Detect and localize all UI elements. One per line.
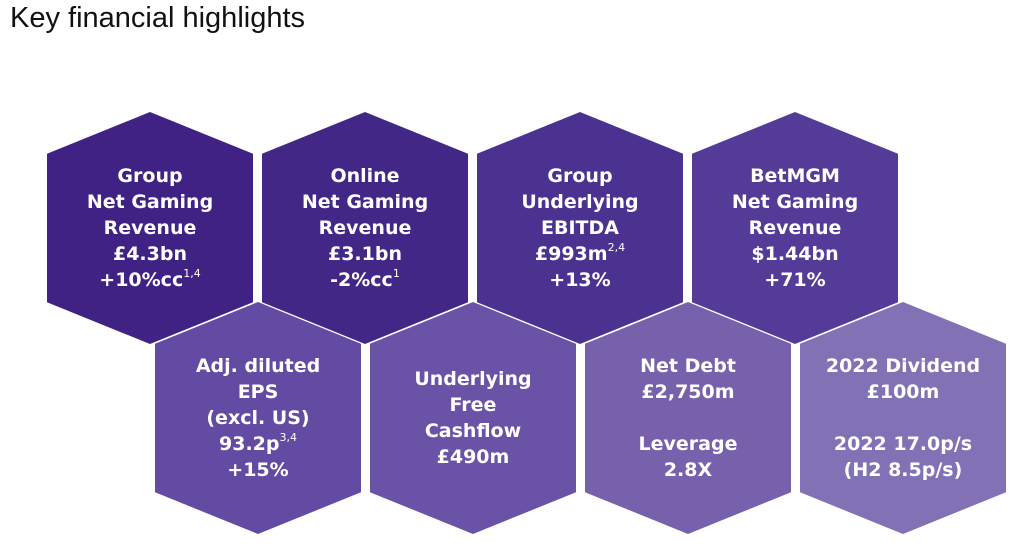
hex-betmgm-ngr: BetMGM Net Gaming Revenue $1.44bn +71% [692,112,898,344]
footnote: 1,4 [183,267,201,280]
hex-text: Revenue [103,217,197,239]
hex-change: +15% [227,459,289,481]
hex-text: Online [330,165,400,187]
hex-change: +10%cc1,4 [87,267,213,293]
hex-text: Net Gaming [301,191,429,213]
hex-text: Group [547,165,613,187]
hex-text: Group [117,165,183,187]
hex-value: £4.3bn [112,243,187,265]
footnote: 2,4 [607,241,626,254]
hex-group-ngr: Group Net Gaming Revenue £4.3bn +10%cc1,… [47,112,253,344]
hex-dividend: 2022 Dividend £100m 2022 17.0p/s (H2 8.5… [800,302,1006,534]
hex-text: BetMGM [750,165,840,187]
hex-change: +13% [549,269,611,291]
hex-text: (H2 8.5p/s) [843,459,963,481]
hex-text: Leverage [638,433,738,455]
hex-text: Net Gaming [86,191,214,213]
value-text: 93.2p [219,433,280,455]
hex-value: £100m [866,381,940,403]
hex-text: Free [449,394,497,416]
hex-value: $1.44bn [751,243,839,265]
hex-text: Adj. diluted [195,355,321,377]
footnote: 1 [392,267,400,280]
value-text: £993m [534,243,608,265]
change-text: -2%cc [330,269,393,291]
change-text: +10%cc [99,269,184,291]
hex-text: 2022 17.0p/s [833,433,973,455]
hex-value: £993m2,4 [521,241,638,267]
hex-online-ngr: Online Net Gaming Revenue £3.1bn -2%cc1 [262,112,468,344]
hex-free-cashflow: Underlying Free Cashflow £490m [370,302,576,534]
hex-text: Cashflow [424,420,522,442]
hex-text: EPS [237,381,279,403]
page-title: Key financial highlights [10,2,306,34]
hex-value: £490m [436,446,510,468]
hex-text: Net Debt [640,355,736,377]
hex-text: EBITDA [541,217,619,239]
hex-change: -2%cc1 [302,267,428,293]
hex-change: +71% [764,269,826,291]
hex-adj-eps: Adj. diluted EPS (excl. US) 93.2p3,4 +15… [155,302,361,534]
hex-text: Underlying [521,191,639,213]
hex-group-ebitda: Group Underlying EBITDA £993m2,4 +13% [477,112,683,344]
hex-net-debt: Net Debt £2,750m Leverage 2.8X [585,302,791,534]
hex-text: Underlying [414,368,532,390]
hex-text: Revenue [748,217,842,239]
hex-text: (excl. US) [206,407,310,429]
footnote: 3,4 [279,431,297,444]
hex-text: Net Gaming [731,191,859,213]
hex-value: 2.8X [663,459,713,481]
hex-value: £3.1bn [327,243,402,265]
hex-text: 2022 Dividend [825,355,981,377]
hex-text: Revenue [318,217,412,239]
hex-value: 93.2p3,4 [196,431,320,457]
hex-value: £2,750m [641,381,735,403]
